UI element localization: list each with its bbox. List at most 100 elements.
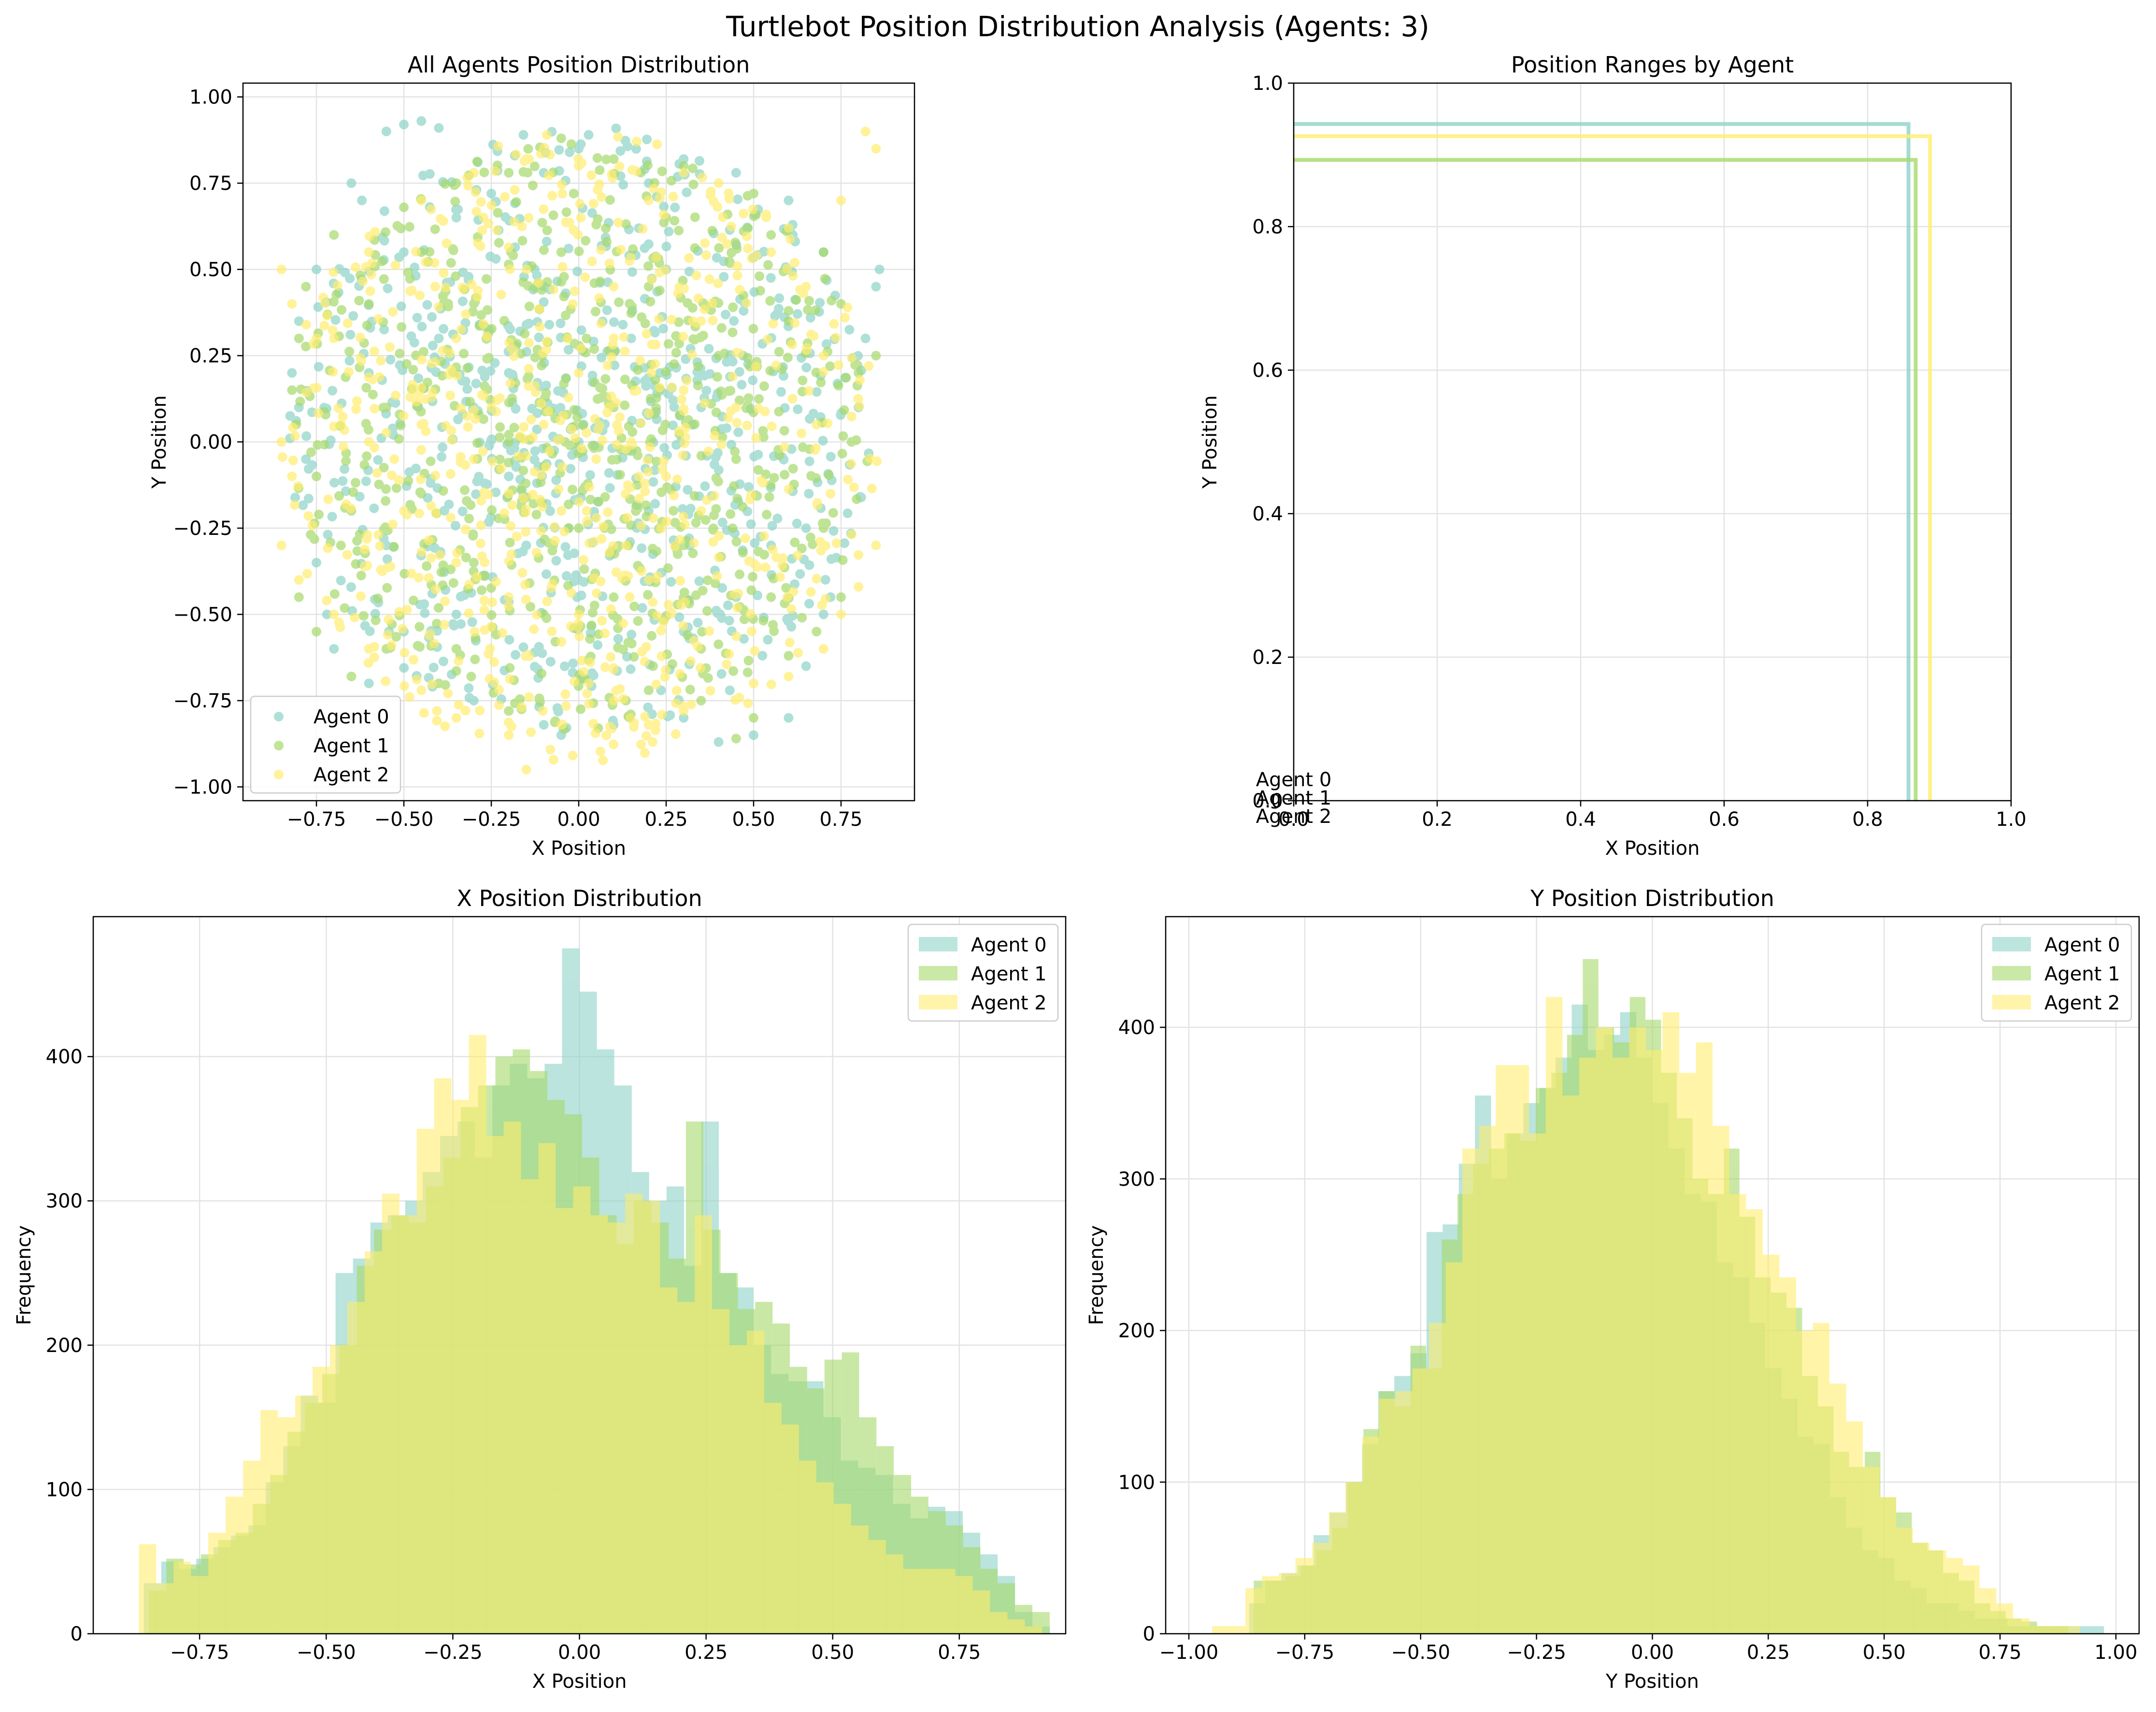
scatter-point <box>732 261 742 271</box>
scatter-point <box>725 685 735 695</box>
scatter-point <box>518 167 528 177</box>
scatter-point <box>833 381 843 391</box>
scatter-point <box>405 500 415 510</box>
hist-bar <box>643 1201 660 1634</box>
scatter-point <box>646 631 657 641</box>
scatter-point <box>327 512 337 522</box>
scatter-point <box>765 296 775 306</box>
hist-bar <box>625 1194 643 1634</box>
x-tick-label: 0.25 <box>644 808 687 831</box>
scatter-point <box>346 582 356 592</box>
scatter-point <box>492 395 502 405</box>
scatter-point <box>767 521 777 531</box>
scatter-point <box>643 239 654 249</box>
scatter-point <box>591 513 601 523</box>
scatter-point <box>693 380 703 390</box>
scatter-point <box>506 721 516 732</box>
y-tick-label: 300 <box>46 1190 83 1212</box>
scatter-point <box>748 730 758 740</box>
scatter-point <box>417 321 427 331</box>
range-annotation-2: Agent 2 <box>1256 806 1332 828</box>
scatter-point <box>700 481 710 491</box>
scatter-point <box>743 656 754 666</box>
scatter-point <box>462 411 472 421</box>
legend: Agent 0 Agent 1 Agent 2 <box>250 695 401 794</box>
scatter-point <box>700 398 710 408</box>
scatter-point <box>464 608 474 619</box>
scatter-point <box>674 226 684 236</box>
scatter-point <box>688 334 699 344</box>
scatter-point <box>477 365 487 375</box>
scatter-point <box>627 165 637 175</box>
scatter-point <box>460 460 471 470</box>
scatter-point <box>783 616 793 626</box>
scatter-point <box>432 619 442 629</box>
scatter-point <box>554 484 564 494</box>
scatter-point <box>532 424 542 434</box>
scatter-point <box>540 534 550 545</box>
scatter-point <box>686 699 696 709</box>
scatter-point <box>443 689 453 699</box>
scatter-point <box>758 616 769 626</box>
scatter-point <box>539 143 549 153</box>
scatter-point <box>595 747 605 757</box>
scatter-point <box>370 443 380 453</box>
scatter-point <box>708 523 718 533</box>
scatter-point <box>486 610 497 620</box>
scatter-point <box>574 609 584 619</box>
scatter-point <box>733 427 743 437</box>
scatter-point <box>373 530 384 540</box>
legend-label: Agent 0 <box>971 934 1047 956</box>
scatter-point <box>479 487 489 497</box>
scatter-point <box>739 306 749 316</box>
scatter-point <box>613 217 623 228</box>
scatter-point <box>287 299 297 309</box>
hist-bar <box>1429 1323 1446 1634</box>
scatter-point <box>469 558 479 568</box>
scatter-point <box>529 161 540 172</box>
scatter-point <box>478 319 488 329</box>
scatter-point <box>784 306 794 316</box>
scatter-point <box>743 393 754 403</box>
scatter-point <box>301 282 311 292</box>
scatter-point <box>399 663 409 673</box>
scatter-point <box>399 681 409 691</box>
scatter-point <box>826 452 836 462</box>
scatter-point <box>440 721 450 731</box>
scatter-point <box>711 504 721 514</box>
scatter-point <box>477 390 487 400</box>
scatter-point <box>728 327 738 337</box>
scatter-point <box>358 276 368 287</box>
scatter-point <box>818 436 828 446</box>
scatter-point <box>574 523 584 533</box>
x-tick-label: 0.4 <box>1565 808 1596 831</box>
scatter-point <box>494 685 504 695</box>
scatter-point <box>572 266 583 276</box>
scatter-point <box>694 576 704 586</box>
scatter-point <box>637 566 647 576</box>
legend-swatch <box>1992 937 2031 951</box>
scatter-point <box>711 407 721 417</box>
scatter-point <box>356 591 366 601</box>
scatter-point <box>412 675 422 685</box>
hist-bar <box>816 1482 834 1634</box>
scatter-point <box>779 426 789 436</box>
legend-swatch <box>1992 995 2031 1009</box>
scatter-point <box>563 392 573 403</box>
scatter-point <box>312 627 322 637</box>
scatter-point <box>440 596 450 606</box>
scatter-point <box>518 547 528 557</box>
scatter-point <box>364 678 374 689</box>
scatter-point <box>650 328 660 338</box>
scatter-point <box>804 296 814 306</box>
scatter-point <box>518 277 528 288</box>
chart-panels: −0.75 −0.50 −0.25 0.00 0.25 0.50 0.75−1.00−0.7… <box>13 52 2140 1693</box>
scatter-point <box>607 455 617 465</box>
scatter-point <box>489 657 499 667</box>
scatter-point <box>824 470 834 480</box>
scatter-point <box>568 299 578 309</box>
hist-bar <box>1412 1368 1429 1634</box>
scatter-point <box>757 475 767 486</box>
scatter-point <box>369 642 379 652</box>
scatter-point <box>625 256 635 266</box>
